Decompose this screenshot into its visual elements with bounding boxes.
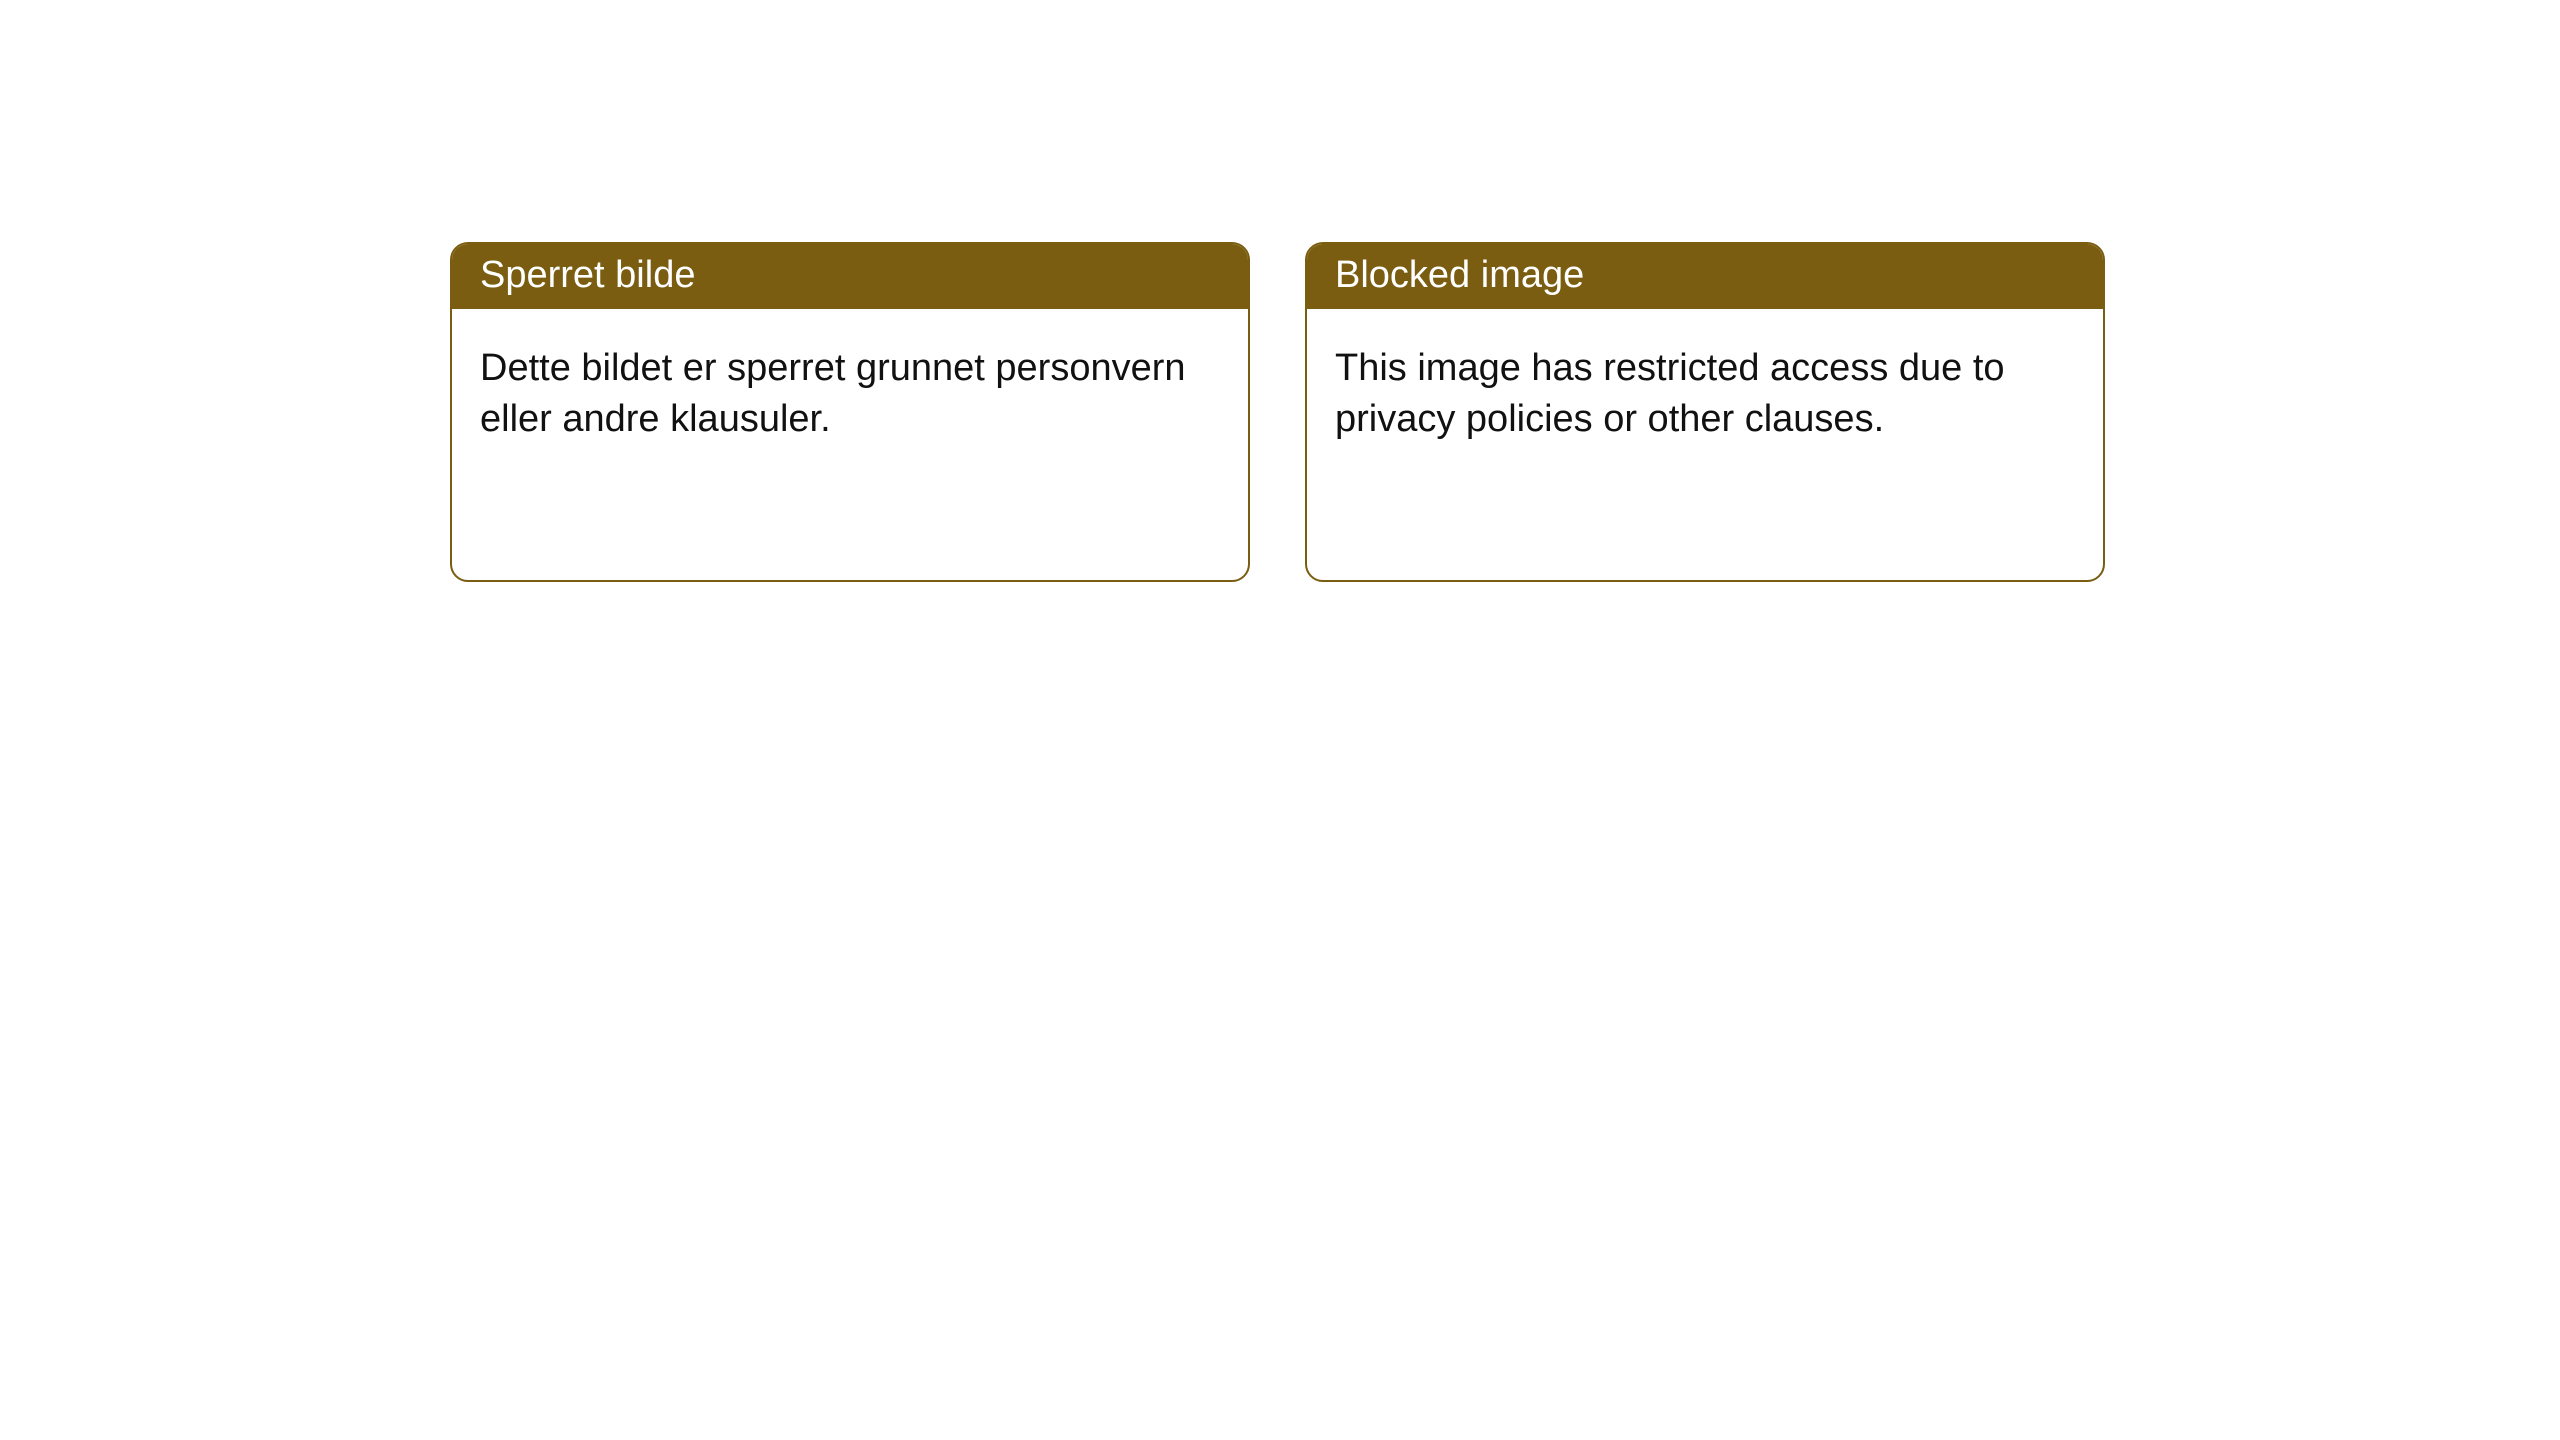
blocked-image-card-en: Blocked image This image has restricted … <box>1305 242 2105 582</box>
card-body-en: This image has restricted access due to … <box>1307 309 2103 480</box>
cards-container: Sperret bilde Dette bildet er sperret gr… <box>450 242 2105 582</box>
card-header-no: Sperret bilde <box>452 244 1248 309</box>
blocked-image-card-no: Sperret bilde Dette bildet er sperret gr… <box>450 242 1250 582</box>
card-header-en: Blocked image <box>1307 244 2103 309</box>
card-body-no: Dette bildet er sperret grunnet personve… <box>452 309 1248 480</box>
